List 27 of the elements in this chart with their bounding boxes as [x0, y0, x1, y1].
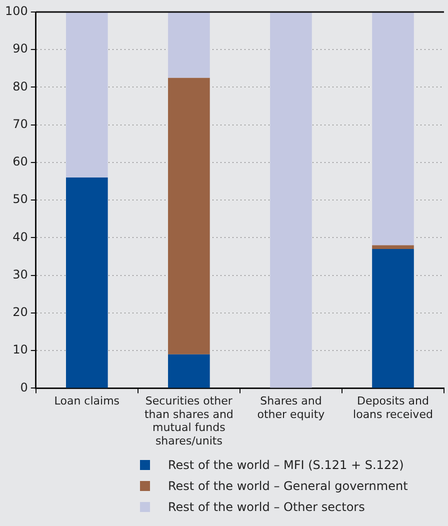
x-tick-label: Loan claims [54, 394, 120, 408]
y-tick-label: 60 [12, 154, 28, 169]
legend-label: Rest of the world – Other sectors [168, 500, 365, 514]
y-tick-label: 0 [20, 380, 28, 394]
y-tick-label: 10 [12, 342, 28, 357]
bar [270, 12, 312, 388]
x-tick-label: Shares and other equity [257, 394, 326, 421]
x-tick-label: Deposits and loans received [353, 394, 433, 421]
legend-label: Rest of the world – MFI (S.121 + S.122) [168, 458, 404, 472]
bar [66, 178, 108, 388]
bar [372, 245, 414, 250]
y-tick-label: 80 [12, 79, 28, 94]
y-tick-label: 30 [12, 267, 28, 282]
legend-label: Rest of the world – General government [168, 478, 408, 492]
bar [66, 12, 108, 178]
y-tick-label: 90 [12, 42, 28, 56]
bar [372, 12, 414, 246]
y-tick-label: 50 [12, 192, 28, 206]
y-tick-label: 100 [5, 4, 28, 18]
bar [372, 249, 414, 388]
bar [168, 78, 210, 354]
y-tick-label: 40 [12, 230, 28, 244]
bar [168, 354, 210, 388]
y-tick-label: 70 [12, 116, 28, 131]
bar [168, 12, 210, 78]
y-tick-label: 20 [12, 305, 28, 320]
x-tick-label: Securities other than shares and mutual funds shares/units [144, 394, 234, 448]
